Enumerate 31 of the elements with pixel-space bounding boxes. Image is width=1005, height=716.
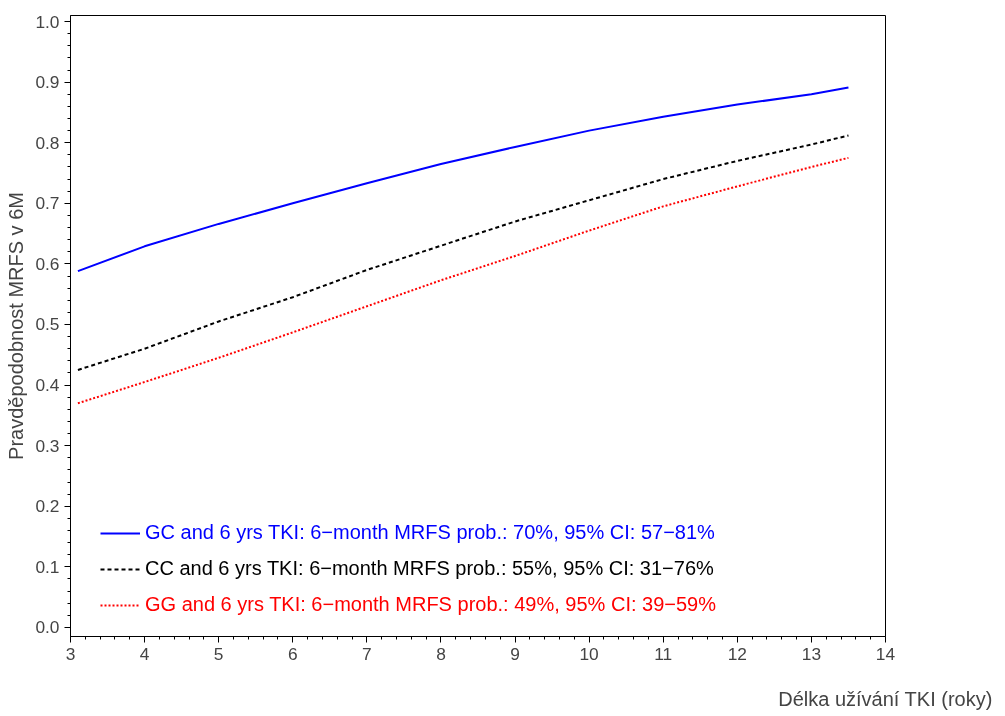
x-tick-label: 14 (875, 643, 896, 664)
x-tick-label: 7 (362, 643, 372, 664)
y-axis-title: Pravděpodobnost MRFS v 6M (5, 192, 28, 460)
y-tick-label: 0.1 (35, 556, 60, 577)
y-tick-label: 0.5 (35, 314, 60, 335)
y-tick-label: 0.8 (35, 132, 60, 153)
x-tick-label: 11 (654, 643, 673, 664)
line-series (76, 134, 850, 371)
x-tick-label: 6 (287, 643, 298, 664)
y-tick-label: 0.6 (35, 253, 60, 274)
y-tick-label: 1.0 (35, 11, 60, 32)
legend-label: CC and 6 yrs TKI: 6−month MRFS prob.: 55%, 95% CI: 31−76% (145, 557, 714, 580)
x-tick-label: 12 (727, 643, 747, 664)
line-series (76, 86, 850, 273)
x-axis-title: Délka užívání TKI (roky) (778, 687, 993, 710)
y-tick-label: 0.4 (35, 375, 60, 396)
legend-label: GC and 6 yrs TKI: 6−month MRFS prob.: 70%, 95% CI: 57−81% (145, 521, 715, 544)
y-tick-label: 0.9 (35, 72, 60, 93)
legend-label: GG and 6 yrs TKI: 6−month MRFS prob.: 49%, 95% CI: 39−59% (145, 593, 717, 616)
line-series (76, 156, 850, 405)
x-tick-label: 9 (510, 643, 520, 664)
y-tick-label: 0.7 (35, 193, 60, 214)
x-tick-label: 5 (213, 643, 224, 664)
x-tick-label: 13 (801, 643, 822, 664)
x-tick-label: 10 (579, 643, 599, 664)
y-tick-label: 0.2 (35, 496, 60, 517)
x-tick-label: 4 (139, 643, 150, 664)
x-tick-label: 8 (436, 643, 446, 664)
y-tick-label: 0.3 (35, 435, 60, 456)
y-tick-label: 0.0 (35, 617, 60, 638)
x-tick-label: 3 (65, 643, 76, 664)
